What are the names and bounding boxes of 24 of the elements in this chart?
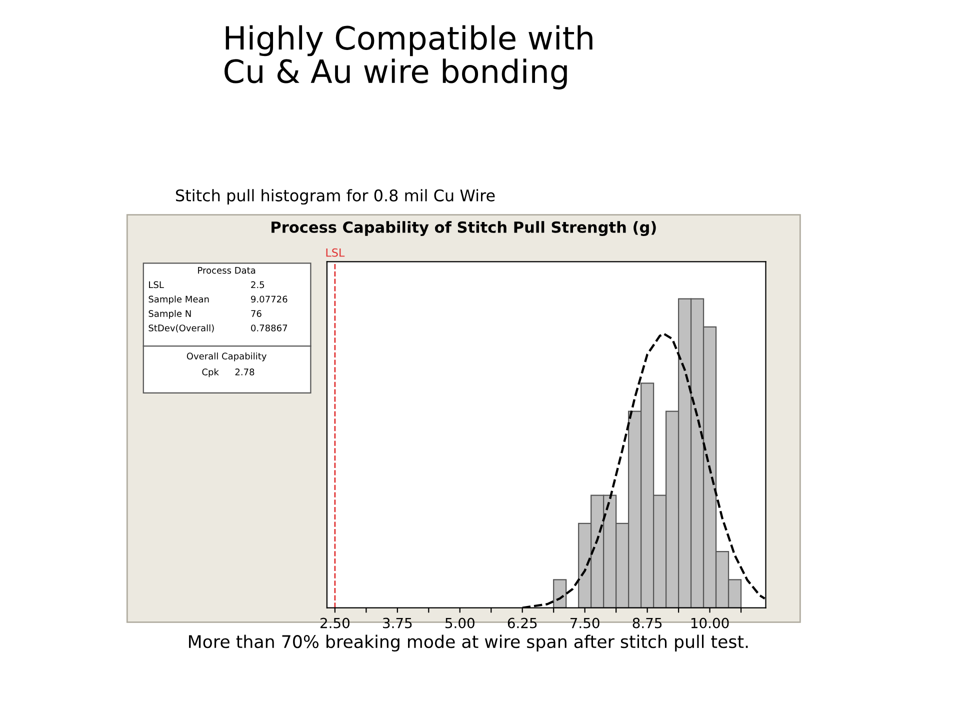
chart-title: Highly Compatible with Cu & Au wire bonding xyxy=(224,25,592,90)
text: 0.78867 xyxy=(251,324,288,332)
x-tick-label: 8.75 xyxy=(632,618,662,628)
x-tick-label: 3.75 xyxy=(383,618,412,628)
x-tick-label: 2.50 xyxy=(320,618,350,628)
x-tick-label: 6.25 xyxy=(508,618,537,628)
text: 2.78 xyxy=(235,368,254,376)
chart-subtitle: Process Capability of Stitch Pull Strength (g) xyxy=(272,221,656,236)
x-tick-label: 7.50 xyxy=(570,618,600,628)
text: LSL xyxy=(149,281,164,288)
ref-line-label: LSL xyxy=(326,248,345,257)
x-tick-label: 10.00 xyxy=(691,618,729,628)
text: 9.07726 xyxy=(251,296,288,303)
text: 76 xyxy=(251,310,262,317)
text: More than 70% breaking mode at wire span after stitch pull test. xyxy=(189,634,748,652)
text: 2.5 xyxy=(251,281,264,288)
text: Stitch pull histogram for 0.8 mil Cu Wire xyxy=(176,189,495,205)
text: Sample N xyxy=(148,310,191,319)
text: Process Data xyxy=(198,267,256,274)
text: Cpk xyxy=(202,368,219,378)
text: StDev(Overall) xyxy=(148,324,214,332)
text: Sample Mean xyxy=(148,296,209,304)
x-tick-label: 5.00 xyxy=(446,618,474,628)
text: Overall Capability xyxy=(186,352,266,362)
